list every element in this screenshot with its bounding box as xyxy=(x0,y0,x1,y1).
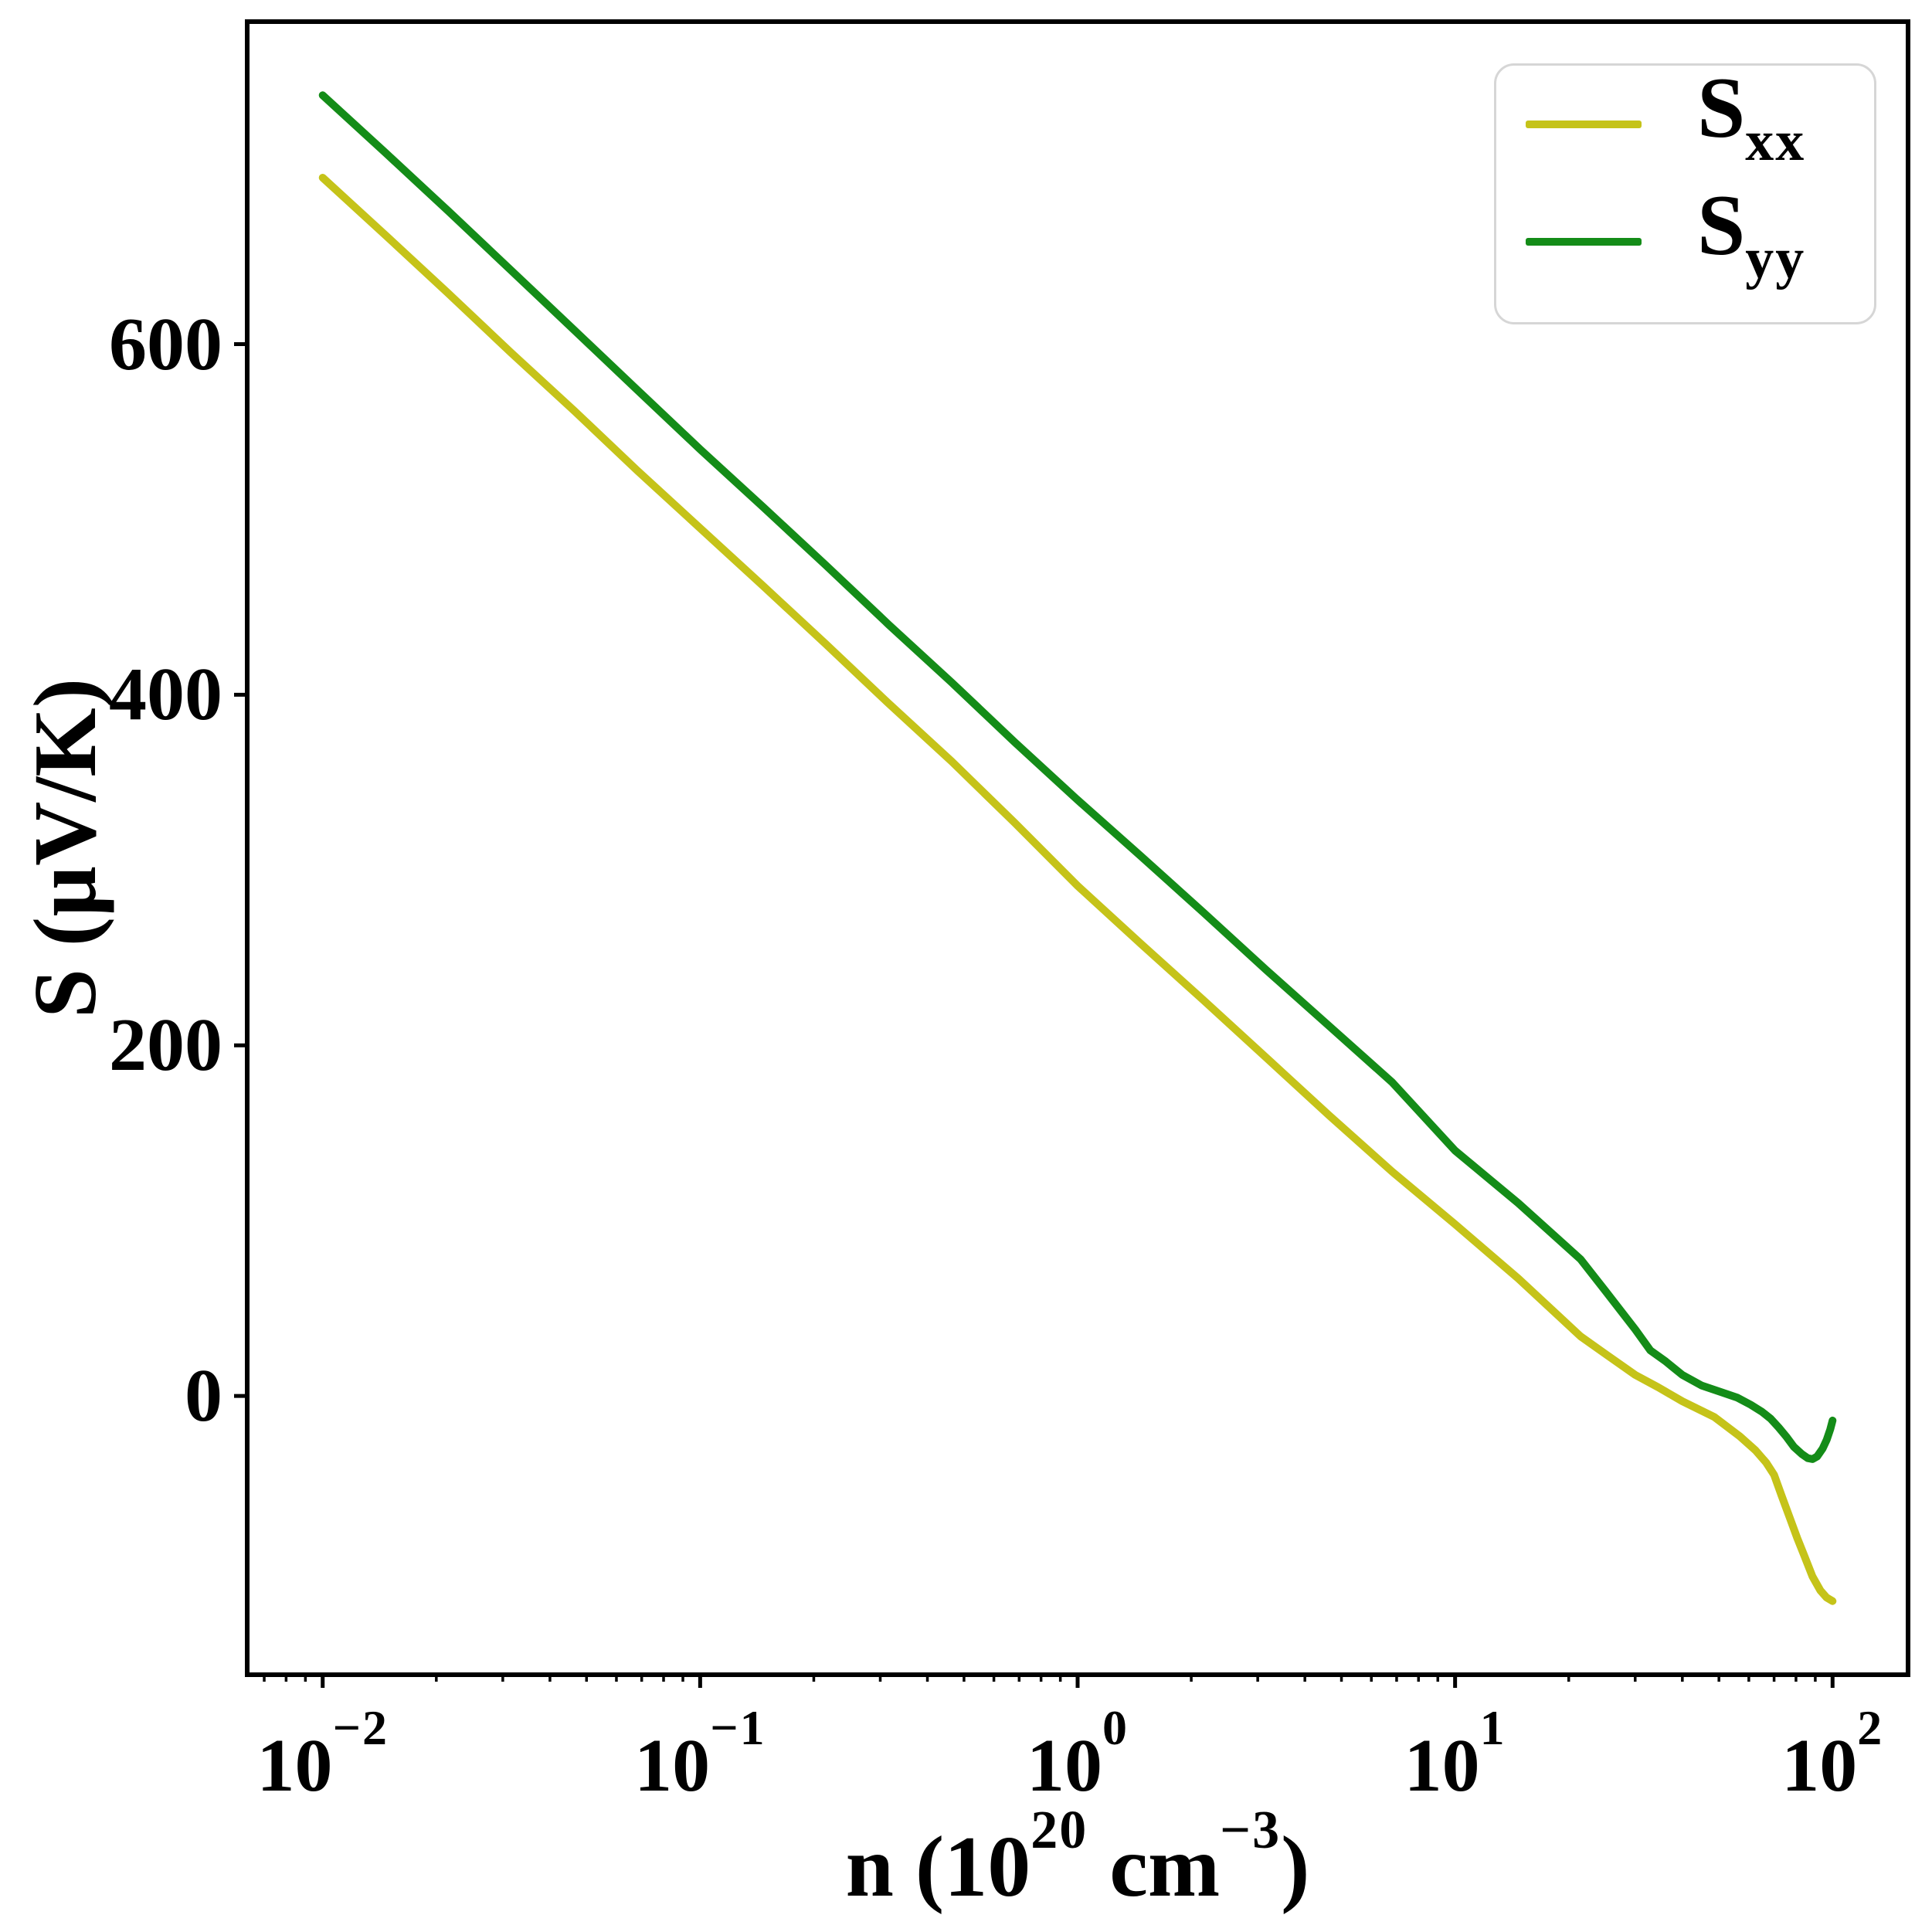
axis-tick-marks xyxy=(234,342,1835,1688)
x-tick-label: 100 xyxy=(1027,1700,1129,1808)
series-sxx-line xyxy=(318,174,1837,1605)
y-tick-label: 400 xyxy=(109,653,222,737)
y-tick-label: 0 xyxy=(185,1354,222,1438)
x-axis-label: n (1020 cm−3) xyxy=(845,1801,1310,1915)
x-tick-label: 102 xyxy=(1781,1700,1884,1808)
y-tick-label: 200 xyxy=(109,1003,222,1088)
y-tick-label: 600 xyxy=(109,302,222,386)
x-tick-label: 10−2 xyxy=(256,1700,389,1808)
legend-item-syy: Syy xyxy=(1526,177,1874,300)
legend: Sxx Syy xyxy=(1494,63,1876,324)
legend-item-sxx: Sxx xyxy=(1526,59,1874,183)
plot-frame xyxy=(245,19,1910,1677)
legend-line-sample-sxx xyxy=(1526,121,1642,128)
x-tick-label: 10−1 xyxy=(634,1700,766,1808)
legend-label-syy: Syy xyxy=(1697,177,1806,290)
y-axis-label: S (µV/K) xyxy=(16,677,114,1019)
series-syy-line xyxy=(318,91,1837,1463)
legend-label-sxx: Sxx xyxy=(1697,59,1806,173)
curves xyxy=(318,91,1837,1605)
legend-line-sample-syy xyxy=(1526,238,1642,246)
x-tick-label: 101 xyxy=(1404,1700,1506,1808)
